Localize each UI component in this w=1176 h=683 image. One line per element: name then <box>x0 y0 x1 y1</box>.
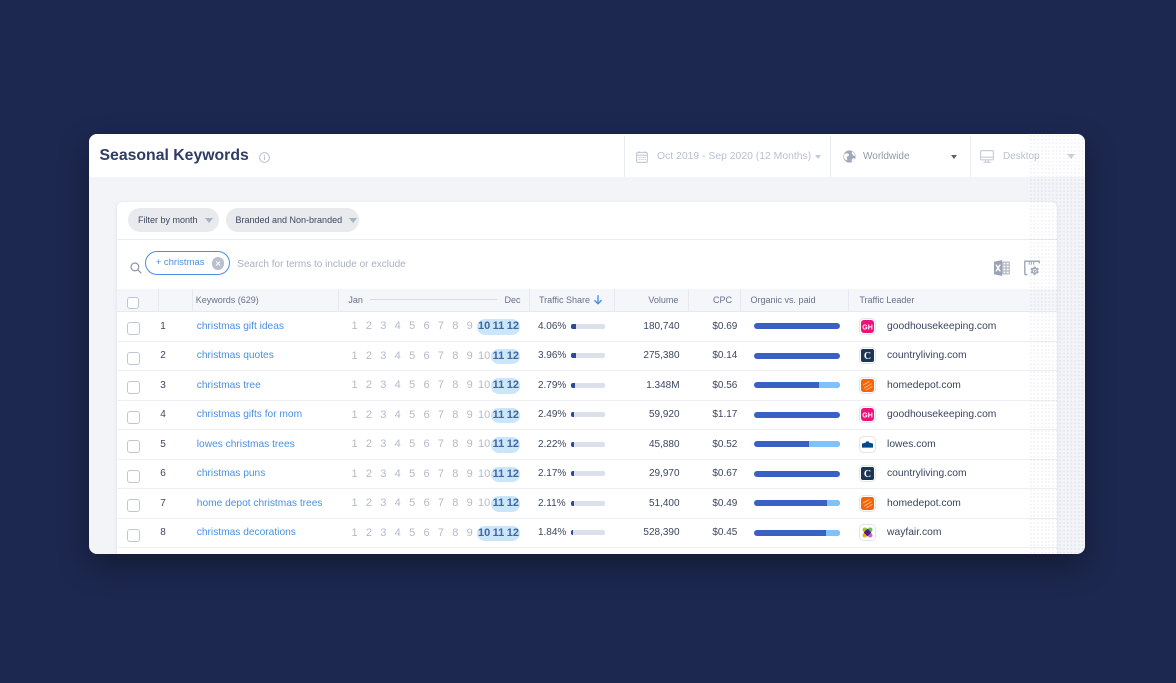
svg-text:C: C <box>864 469 871 480</box>
svg-text:GH: GH <box>862 324 873 331</box>
svg-text:GH: GH <box>862 413 873 420</box>
svg-text:C: C <box>864 351 871 362</box>
